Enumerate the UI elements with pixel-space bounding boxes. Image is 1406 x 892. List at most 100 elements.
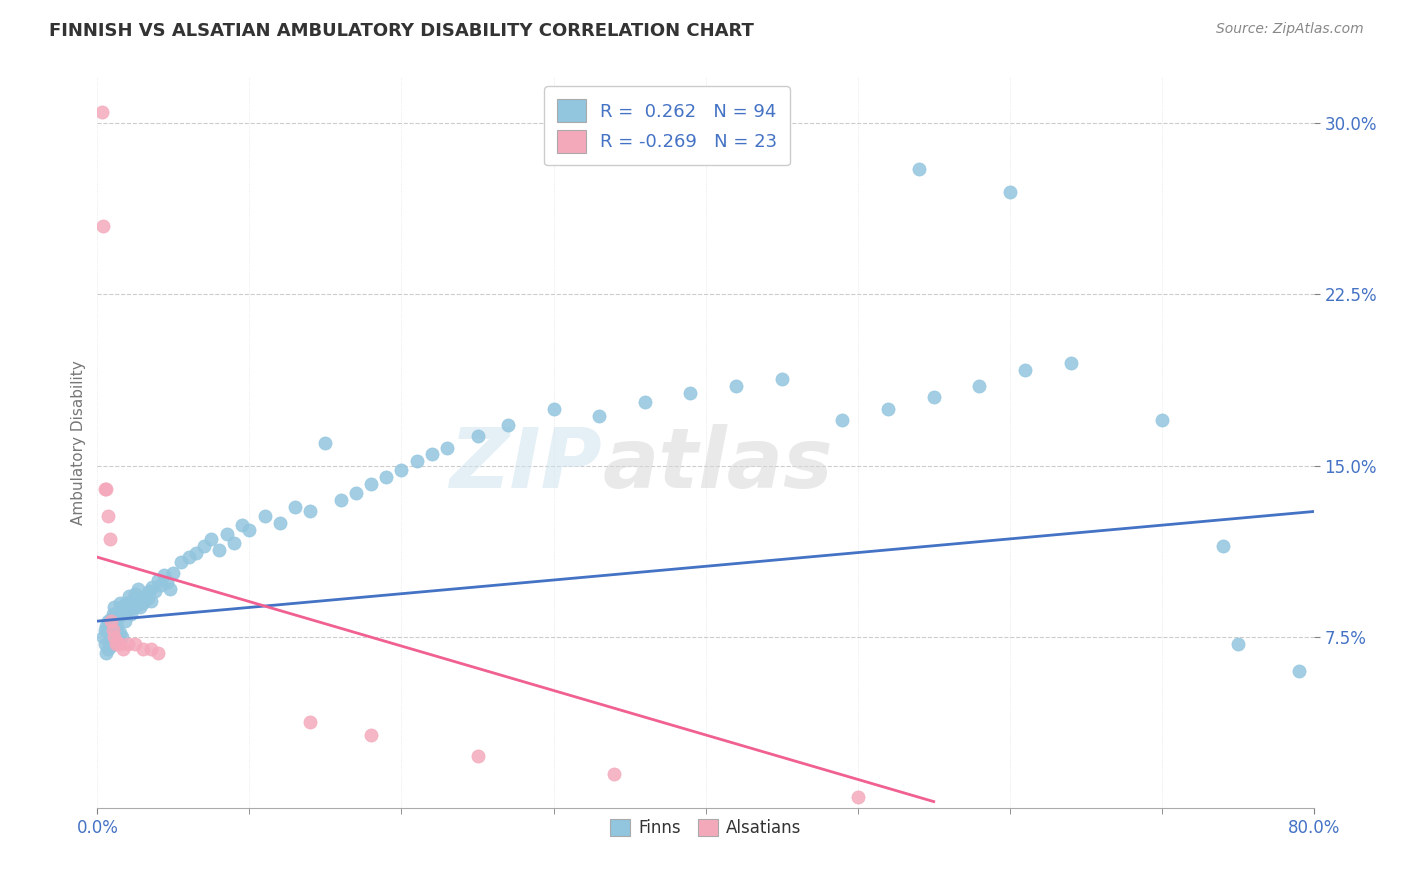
Point [1150,413,1173,427]
Point [105,612,128,626]
Point [1212,539,1234,553]
Point [108,596,131,610]
Point [329,493,352,508]
Point [1226,637,1249,651]
Point [299,714,322,729]
Point [724,379,747,393]
Legend: Finns, Alsatians: Finns, Alsatians [603,813,808,844]
Point [846,790,869,805]
Point [94,637,117,651]
Point [420,447,443,461]
Point [100,612,122,626]
Text: Source: ZipAtlas.com: Source: ZipAtlas.com [1216,22,1364,37]
Point [101,624,124,638]
Point [177,550,200,565]
Point [101,628,124,642]
Y-axis label: Ambulatory Disability: Ambulatory Disability [72,360,86,525]
Point [150,577,173,591]
Point [111,630,134,644]
Point [148,646,170,660]
Point [104,618,127,632]
Point [969,379,991,393]
Point [405,454,427,468]
Point [148,573,170,587]
Point [998,185,1021,199]
Point [770,372,793,386]
Point [122,600,145,615]
Point [105,621,128,635]
Text: ZIP: ZIP [450,425,602,506]
Point [103,632,125,647]
Point [170,555,193,569]
Point [588,409,610,423]
Point [93,219,115,233]
Point [344,486,367,500]
Point [143,584,166,599]
Point [104,637,127,651]
Point [117,637,139,651]
Point [436,441,458,455]
Point [138,584,160,599]
Point [215,527,238,541]
Point [360,477,382,491]
Point [98,621,121,635]
Text: atlas: atlas [602,425,832,506]
Point [100,614,122,628]
Point [131,591,153,606]
Point [111,600,134,615]
Point [299,504,322,518]
Point [97,509,120,524]
Point [112,641,135,656]
Point [121,593,143,607]
Point [467,748,489,763]
Point [1014,363,1036,377]
Point [922,390,945,404]
Point [634,394,657,409]
Point [159,582,181,596]
Point [1059,356,1081,370]
Point [107,605,129,619]
Point [129,600,152,615]
Point [132,641,155,656]
Point [103,600,125,615]
Point [284,500,307,514]
Point [96,618,118,632]
Point [108,637,131,651]
Point [127,582,149,596]
Point [269,516,291,530]
Text: FINNISH VS ALSATIAN AMBULATORY DISABILITY CORRELATION CHART: FINNISH VS ALSATIAN AMBULATORY DISABILIT… [49,22,754,40]
Point [96,482,118,496]
Point [135,589,157,603]
Point [108,625,131,640]
Point [231,518,253,533]
Point [391,463,413,477]
Point [831,413,853,427]
Point [94,624,117,638]
Point [97,641,120,656]
Point [100,639,122,653]
Point [117,603,139,617]
Point [603,767,626,781]
Point [124,637,146,651]
Point [186,545,208,559]
Point [139,593,162,607]
Point [193,539,215,553]
Point [120,607,142,622]
Point [375,470,398,484]
Point [124,587,146,601]
Point [97,614,120,628]
Point [162,566,184,581]
Point [90,104,112,119]
Point [104,628,127,642]
Point [253,509,276,524]
Point [107,634,129,648]
Point [200,532,222,546]
Point [105,634,128,648]
Point [877,401,900,416]
Point [93,630,115,644]
Point [679,385,702,400]
Point [114,614,136,628]
Point [224,536,246,550]
Point [98,532,121,546]
Point [132,596,155,610]
